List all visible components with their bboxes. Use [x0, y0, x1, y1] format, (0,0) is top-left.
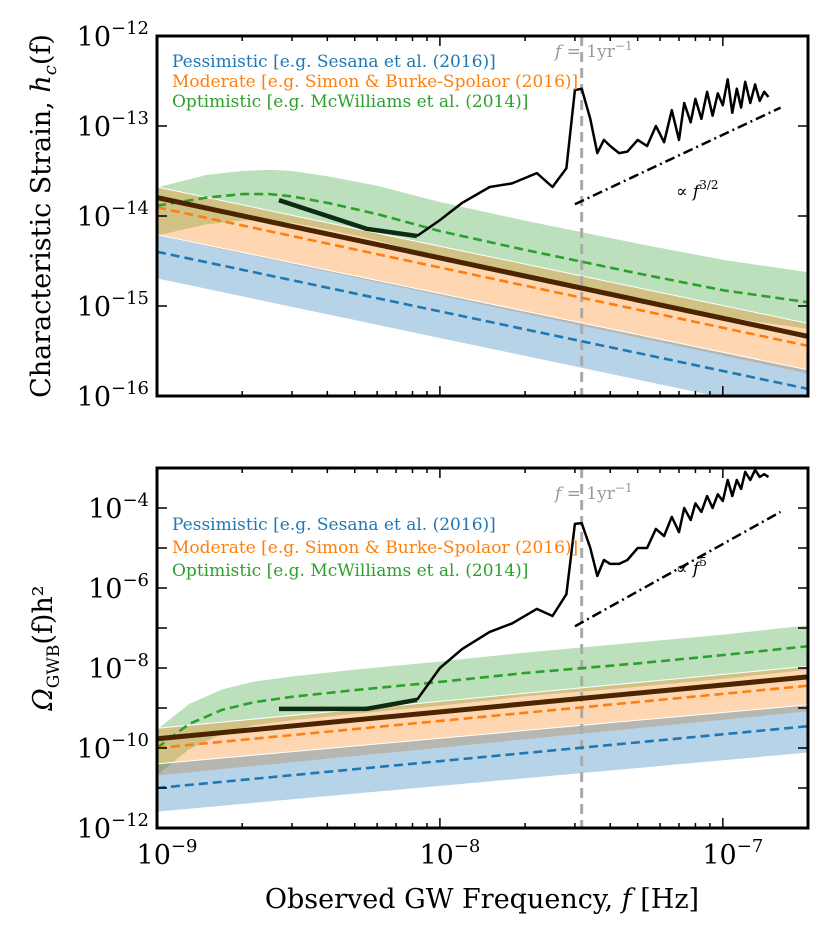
top-ytick-label: 10−13 — [77, 108, 149, 143]
top-ytick-label: 10−14 — [77, 198, 149, 233]
top-line-combined — [157, 195, 808, 339]
xlabel: Observed GW Frequency, f [Hz] — [265, 884, 699, 915]
bottom-vline-label: f = 1yr−1 — [553, 481, 633, 504]
bottom-ticks: 10−12 10−10 10−8 10−6 10−4 10−9 10−8 10−7 — [77, 467, 809, 871]
top-slope-label: ∝ f3/2 — [676, 178, 719, 202]
bottom-uncertainty-bands — [157, 624, 808, 813]
top-ytick-label: 10−15 — [77, 288, 149, 323]
bottom-line-moderate — [157, 684, 808, 750]
top-legend-optimistic: Optimistic [e.g. McWilliams et al. (2014… — [172, 92, 528, 112]
bottom-ytick-label: 10−10 — [77, 730, 149, 765]
bottom-slope-label: ∝ f5 — [676, 555, 707, 579]
bottom-ytick-label: 10−8 — [88, 650, 149, 685]
bottom-limit-thick — [279, 697, 418, 712]
top-uncertainty-bands — [157, 168, 808, 396]
top-legend: Pessimistic [e.g. Sesana et al. (2016)] … — [172, 52, 578, 112]
top-panel: 10−16 10−15 10−14 10−13 10−12 Pessimistic [e… — [26, 18, 810, 413]
top-ylabel: Characteristic Strain, hc(f) — [26, 34, 61, 398]
bottom-line-optimistic — [157, 644, 808, 750]
bottom-line-pessimistic — [157, 724, 808, 790]
bottom-axes-frame — [155, 466, 810, 830]
top-band-pessimistic — [157, 234, 808, 396]
bottom-legend: Pessimistic [e.g. Sesana et al. (2016)] … — [172, 515, 578, 581]
top-ticks: 10−16 10−15 10−14 10−13 10−12 — [77, 18, 809, 413]
bottom-limit-curve — [415, 468, 770, 701]
bottom-xtick-label: 10−7 — [702, 836, 763, 871]
bottom-ytick-label: 10−6 — [88, 570, 149, 605]
top-line-moderate — [157, 206, 808, 348]
bottom-xtick-label: 10−9 — [137, 836, 198, 871]
bottom-legend-pessimistic: Pessimistic [e.g. Sesana et al. (2016)] — [172, 515, 496, 535]
top-line-optimistic — [157, 192, 808, 304]
bottom-ytick-label: 10−4 — [88, 490, 149, 525]
top-legend-moderate: Moderate [e.g. Simon & Burke-Spolaor (20… — [172, 72, 578, 92]
bottom-panel: 10−12 10−10 10−8 10−6 10−4 10−9 10−8 10−7 Pessi… — [28, 466, 810, 871]
top-legend-pessimistic: Pessimistic [e.g. Sesana et al. (2016)] — [172, 52, 496, 72]
top-limit-curve — [416, 78, 770, 238]
bottom-xtick-label: 10−8 — [419, 836, 480, 871]
top-ytick-label: 10−12 — [77, 18, 149, 53]
top-line-pessimistic — [157, 250, 808, 391]
top-axes-frame — [155, 34, 810, 398]
top-slope-line — [574, 106, 782, 206]
bottom-line-combined — [157, 674, 808, 742]
bottom-series-lines — [157, 468, 808, 828]
top-vline-label: f = 1yr−1 — [553, 39, 633, 62]
top-limit-thick — [278, 198, 418, 239]
bottom-legend-optimistic: Optimistic [e.g. McWilliams et al. (2014… — [172, 561, 528, 581]
bottom-ylabel: ΩGWB(f)h² — [28, 585, 64, 711]
top-series-lines — [157, 36, 808, 396]
bottom-ytick-label: 10−12 — [77, 810, 149, 845]
bottom-band-pessimistic — [157, 704, 808, 813]
bottom-legend-moderate: Moderate [e.g. Simon & Burke-Spolaor (20… — [172, 538, 578, 558]
top-ytick-label: 10−16 — [77, 378, 149, 413]
